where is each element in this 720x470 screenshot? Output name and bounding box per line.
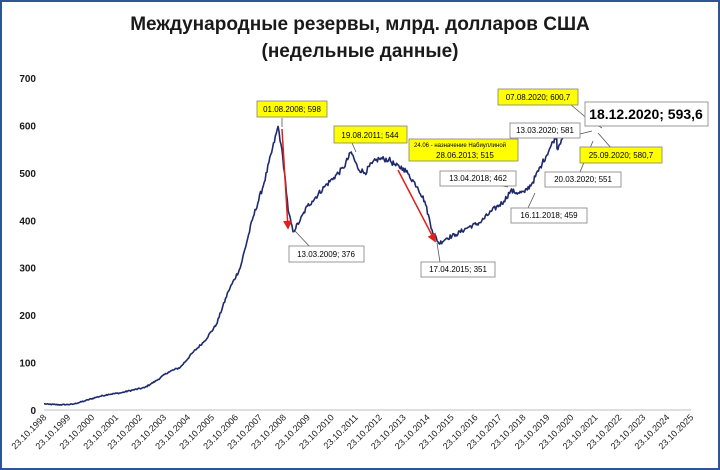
y-tick-label: 700	[19, 74, 36, 85]
chart-title: Международные резервы, млрд. долларов СШ…	[130, 14, 590, 35]
series-line-reserves	[44, 124, 576, 406]
arrow-drop-2013	[397, 169, 436, 243]
chart-subtitle: (недельные данные)	[262, 41, 459, 62]
callout-box-2018a	[439, 170, 517, 187]
annotations: 01.08.2008; 598 13.03.2009; 376 19.08.20…	[256, 88, 709, 278]
y-tick-label: 200	[19, 311, 36, 322]
callout-box-2011	[333, 125, 408, 144]
callout-text-2018a: 13.04.2018; 462	[449, 174, 507, 183]
callout-text-2013: 28.06.2013; 515	[436, 151, 494, 160]
leader-line-2020a	[579, 130, 593, 135]
y-tick-label: 0	[30, 406, 36, 417]
y-tick-label: 300	[19, 264, 36, 275]
leader-line-2018b	[527, 192, 536, 209]
callout-text-2018b: 16.11.2018; 459	[520, 211, 578, 220]
arrow-drop-2008	[281, 128, 293, 230]
leader-line-2011	[351, 142, 357, 153]
callout-note-nabiullina: 24.06 - назначение Набиуллиной	[414, 142, 506, 149]
callout-text-2020c: 25.09.2020; 580,7	[589, 151, 654, 160]
y-tick-label: 100	[19, 359, 36, 370]
callout-box-2020c	[579, 146, 663, 164]
callout-box-2013	[408, 138, 519, 162]
callout-box-2020a	[509, 122, 581, 139]
callout-box-latest	[584, 101, 709, 127]
callout-text-2020b: 20.03.2020; 551	[554, 175, 612, 184]
callout-text-2011: 19.08.2011; 544	[341, 131, 399, 140]
callout-box-2009	[288, 245, 365, 263]
callout-text-2020-peak: 07.08.2020; 600,7	[506, 93, 571, 102]
y-tick-label: 400	[19, 216, 36, 227]
callout-box-2015	[420, 261, 496, 278]
callout-text-2020a: 13.03.2020; 581	[516, 126, 574, 135]
leader-line-2020c	[597, 132, 613, 150]
callout-text-2015: 17.04.2015; 351	[429, 265, 487, 274]
leader-line-2015	[436, 242, 441, 263]
y-tick-label: 500	[19, 169, 36, 180]
callout-text-latest: 18.12.2020; 593,6	[589, 106, 703, 122]
callout-text-2009: 13.03.2009; 376	[297, 250, 355, 259]
callout-box-2020b	[544, 171, 622, 188]
callout-text-2008: 01.08.2008; 598	[263, 105, 321, 114]
callout-box-2018b	[510, 207, 588, 224]
callout-box-2008	[256, 100, 328, 118]
callout-box-2020-peak	[497, 88, 579, 106]
y-tick-label: 600	[19, 121, 36, 132]
y-axis-ticks: 0 100 200 300 400 500 600 700	[19, 74, 36, 417]
